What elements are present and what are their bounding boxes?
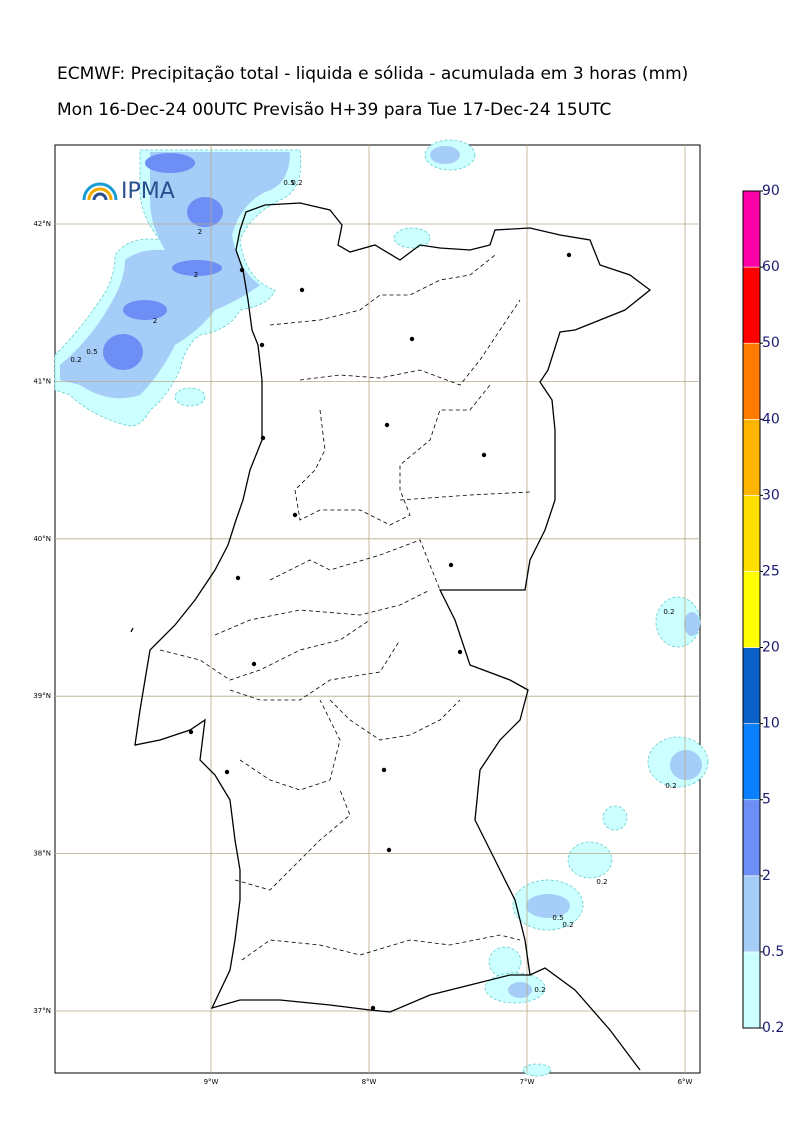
colorbar-label: 60 [762, 259, 780, 275]
colorbar-segment [742, 799, 761, 877]
contour-label: 2 [198, 228, 202, 236]
lon-label: 9°W [204, 1078, 219, 1086]
lat-label: 39°N [33, 692, 51, 700]
colorbar-segment [742, 571, 761, 648]
colorbar-label: 10 [762, 716, 780, 732]
colorbar-segment [742, 266, 761, 344]
colorbar-label: 90 [762, 183, 780, 199]
colorbar-segment [742, 951, 761, 1029]
colorbar-label: 20 [762, 640, 780, 656]
colorbar-segment [742, 647, 761, 724]
colorbar-label: 40 [762, 411, 780, 427]
contour-label: 0.5 [86, 348, 97, 356]
colorbar-segment [742, 342, 761, 420]
colorbar-label: 50 [762, 335, 780, 351]
contour-label: 0.5 [283, 179, 294, 187]
colorbar-label: 5 [762, 792, 771, 808]
logo-text: IPMA [121, 179, 175, 204]
lon-label: 6°W [678, 1078, 693, 1086]
lon-label: 7°W [520, 1078, 535, 1086]
colorbar-label: 30 [762, 487, 780, 503]
colorbar-segment [742, 875, 761, 953]
colorbar-segment [742, 418, 761, 496]
lon-label: 8°W [362, 1078, 377, 1086]
colorbar-segment [742, 190, 761, 268]
contour-label: 0.2 [291, 179, 302, 187]
contour-label: 0.2 [70, 356, 81, 364]
lat-label: 42°N [33, 220, 51, 228]
contour-label: 2 [194, 271, 198, 279]
graticule: 9°W 8°W 7°W 6°W 42°N 41°N 40°N 39°N 38°N 37°N [33, 145, 700, 1086]
lat-label: 38°N [33, 850, 51, 858]
colorbar-segment [742, 723, 761, 801]
contour-label: 0.2 [596, 878, 607, 886]
contour-label: 2 [153, 317, 157, 325]
subtitle: Mon 16-Dec-24 00UTC Previsão H+39 para T… [57, 100, 611, 120]
colorbar-label: 2 [762, 868, 771, 884]
contour-label: 0.2 [562, 921, 573, 929]
precipitation-areas [54, 139, 709, 1077]
cities [188, 252, 572, 1011]
contour-label: 0.5 [552, 914, 563, 922]
map-lines [130, 202, 652, 1071]
lat-label: 40°N [33, 535, 51, 543]
logo: IPMA [82, 179, 175, 204]
colorbar-label: 0.2 [762, 1020, 784, 1036]
colorbar-label: 0.5 [762, 944, 784, 960]
contour-label: 0.2 [534, 986, 545, 994]
title: ECMWF: Precipitação total - liquida e só… [57, 64, 688, 84]
colorbar-segment [742, 495, 761, 572]
lat-label: 37°N [33, 1007, 51, 1015]
lat-label: 41°N [33, 377, 51, 385]
colorbar-outline [742, 190, 761, 1029]
contour-label: 0.2 [665, 782, 676, 790]
contour-label: 0.2 [663, 608, 674, 616]
colorbar-label: 25 [762, 563, 780, 579]
